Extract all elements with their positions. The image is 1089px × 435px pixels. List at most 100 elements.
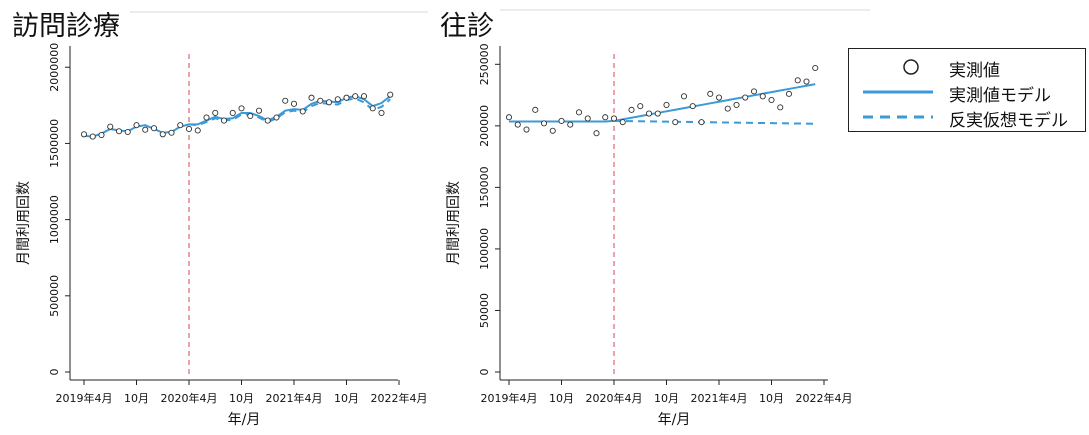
y-tick-label: 500000	[48, 275, 61, 317]
observed-point	[689, 103, 696, 110]
chart-title-home-visit: 訪問診療	[12, 11, 120, 42]
x-tick-label: 2021年4月	[266, 391, 323, 405]
observed-point	[540, 120, 548, 127]
observed-point	[794, 77, 801, 84]
observed-point	[334, 96, 341, 103]
x-tick-label: 2022年4月	[371, 391, 428, 405]
observed-point	[654, 110, 661, 117]
y-tick-label: 0	[48, 369, 61, 376]
observed-point	[360, 93, 368, 100]
observed-point	[619, 119, 626, 126]
observed-point	[229, 109, 236, 117]
x-tick-label: 2019年4月	[481, 391, 538, 405]
observed-point	[177, 122, 184, 129]
observed-point	[532, 106, 539, 113]
observed-point	[273, 114, 280, 121]
observed-point	[593, 130, 600, 137]
x-tick-label: 10月	[124, 392, 149, 405]
observed-point	[610, 115, 618, 122]
observed-point	[352, 93, 359, 100]
observed-point	[212, 109, 219, 117]
observed-point	[733, 101, 740, 108]
y-tick-label: 2000000	[48, 43, 61, 92]
observed-point	[150, 125, 158, 132]
observed-point	[602, 114, 609, 121]
x-axis-title: 年/月	[658, 412, 691, 428]
y-tick-label: 250000	[478, 43, 491, 85]
observed-point	[750, 88, 758, 95]
observed-point	[715, 94, 723, 101]
observed-point	[663, 101, 670, 108]
observed-point	[80, 131, 88, 138]
x-tick-label: 2020年4月	[586, 391, 643, 405]
observed-point	[505, 114, 513, 121]
x-tick-label: 2020年4月	[161, 391, 218, 405]
observed-point	[378, 109, 385, 117]
observed-point	[567, 121, 574, 128]
observed-point	[308, 94, 315, 101]
observed-point	[255, 107, 263, 114]
observed-point	[343, 94, 350, 101]
observed-point	[185, 125, 193, 133]
observed-point	[98, 131, 105, 139]
observed-point	[133, 122, 140, 129]
x-tick-label: 2022年4月	[796, 391, 853, 405]
open-circle-icon	[903, 59, 919, 75]
solid-line-icon	[863, 90, 933, 94]
x-tick-label: 10月	[549, 392, 574, 405]
observed-point	[369, 105, 376, 112]
observed-point	[299, 108, 306, 115]
x-tick-label: 10月	[229, 392, 254, 405]
x-tick-label: 10月	[759, 392, 784, 405]
x-tick-label: 2021年4月	[691, 391, 748, 405]
counterfactual-model-line	[188, 97, 391, 127]
y-tick-label: 100000	[478, 228, 491, 270]
y-axis-title: 月間利用回数	[16, 181, 32, 265]
observed-point	[317, 97, 324, 104]
legend-label: 実測値	[949, 61, 1000, 81]
observed-point	[777, 104, 784, 111]
legend-label: 実測値モデル	[949, 86, 1051, 106]
chart-home-visit: 0 500000 1000000 1500000 2000000 2019年4月 10月 20…	[16, 11, 428, 428]
observed-point	[698, 119, 705, 126]
legend-item-observed-model: 実測値モデル	[849, 80, 1085, 106]
y-axis-title: 月間利用回数	[446, 181, 462, 265]
y-tick-label: 1000000	[48, 195, 61, 244]
observed-model-line	[509, 83, 816, 123]
observed-point	[107, 123, 114, 130]
observed-point	[142, 126, 149, 133]
observed-point	[672, 119, 679, 126]
observed-point	[203, 114, 210, 121]
observed-point	[628, 106, 635, 113]
observed-point	[514, 121, 521, 128]
observed-point	[759, 93, 766, 100]
observed-point	[238, 105, 245, 112]
counterfactual-model-line	[613, 119, 816, 125]
observed-point	[523, 126, 530, 133]
legend-item-counterfactual-model: 反実仮想モデル	[849, 105, 1085, 131]
chart-house-call: 0 50000 100000 150000 200000 250000 2019年4月 10月…	[446, 9, 870, 428]
observed-point	[168, 129, 175, 136]
observed-point	[194, 127, 201, 134]
observed-point	[159, 131, 166, 138]
observed-point	[742, 94, 749, 101]
observed-point	[707, 90, 714, 97]
observed-point	[89, 133, 96, 140]
observed-point	[645, 110, 653, 117]
y-tick-label: 150000	[478, 166, 491, 208]
observed-point	[785, 90, 793, 97]
observed-point	[584, 115, 591, 122]
legend-item-observed: 実測値	[849, 55, 1085, 81]
observed-point	[768, 96, 775, 104]
observed-point	[220, 117, 228, 124]
x-tick-label: 10月	[654, 392, 679, 405]
observed-point	[724, 105, 731, 112]
x-tick-label: 10月	[334, 392, 359, 405]
observed-point	[115, 128, 123, 135]
observed-point	[387, 91, 394, 98]
observed-point	[290, 100, 298, 107]
observed-point	[282, 97, 289, 104]
observed-point	[575, 109, 583, 116]
observed-point	[264, 117, 271, 124]
